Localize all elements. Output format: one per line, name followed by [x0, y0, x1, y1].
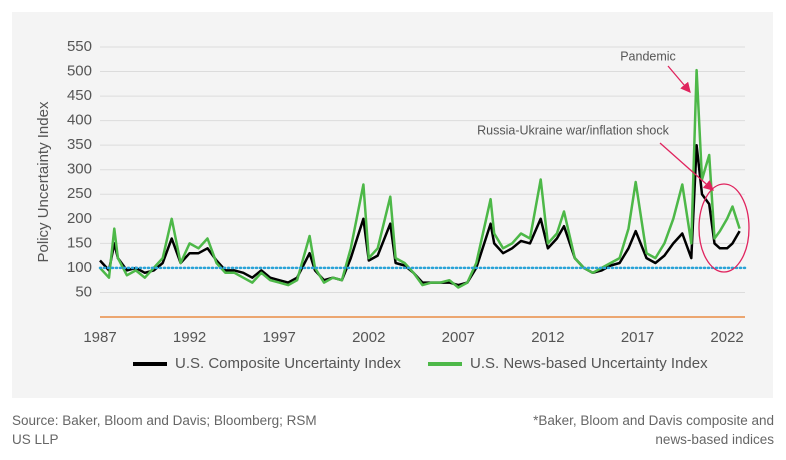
x-tick-label: 2022 [710, 329, 743, 346]
y-tick-label: 100 [67, 259, 92, 276]
x-tick-label: 1997 [262, 329, 295, 346]
annotation-arrow [659, 142, 714, 191]
chart-panel [12, 12, 773, 398]
y-tick-label: 300 [67, 161, 92, 178]
x-tick-label: 2002 [352, 329, 385, 346]
x-tick-label: 2012 [531, 329, 564, 346]
legend-label: U.S. Composite Uncertainty Index [175, 355, 401, 372]
chart: Policy Uncertainty Index Pandemic Russia… [35, 38, 750, 372]
footnote: *Baker, Bloom and Davis composite and ne… [533, 413, 774, 447]
annotation-arrow [667, 65, 691, 93]
highlight-ellipse [698, 183, 750, 273]
y-tick-label: 150 [67, 234, 92, 251]
y-tick-label: 250 [67, 185, 92, 202]
y-tick-label: 200 [67, 210, 92, 227]
annotation: Pandemic [620, 49, 676, 63]
legend-label: U.S. News-based Uncertainty Index [470, 355, 708, 372]
y-tick-label: 350 [67, 136, 92, 153]
y-tick-label: 400 [67, 112, 92, 129]
x-tick-label: 2007 [442, 329, 475, 346]
y-tick-label: 450 [67, 87, 92, 104]
source-note: Source: Baker, Bloom and Davis; Bloomber… [12, 413, 317, 447]
y-tick-label: 50 [75, 283, 92, 300]
y-tick-label: 550 [67, 38, 92, 55]
y-axis-label: Policy Uncertainty Index [35, 101, 52, 262]
x-tick-label: 2017 [621, 329, 654, 346]
annotation: Russia-Ukraine war/inflation shock [477, 123, 669, 137]
x-tick-label: 1992 [173, 329, 206, 346]
series-line [99, 143, 741, 287]
y-tick-label: 500 [67, 63, 92, 80]
x-tick-label: 1987 [83, 329, 116, 346]
series-line [99, 68, 741, 289]
